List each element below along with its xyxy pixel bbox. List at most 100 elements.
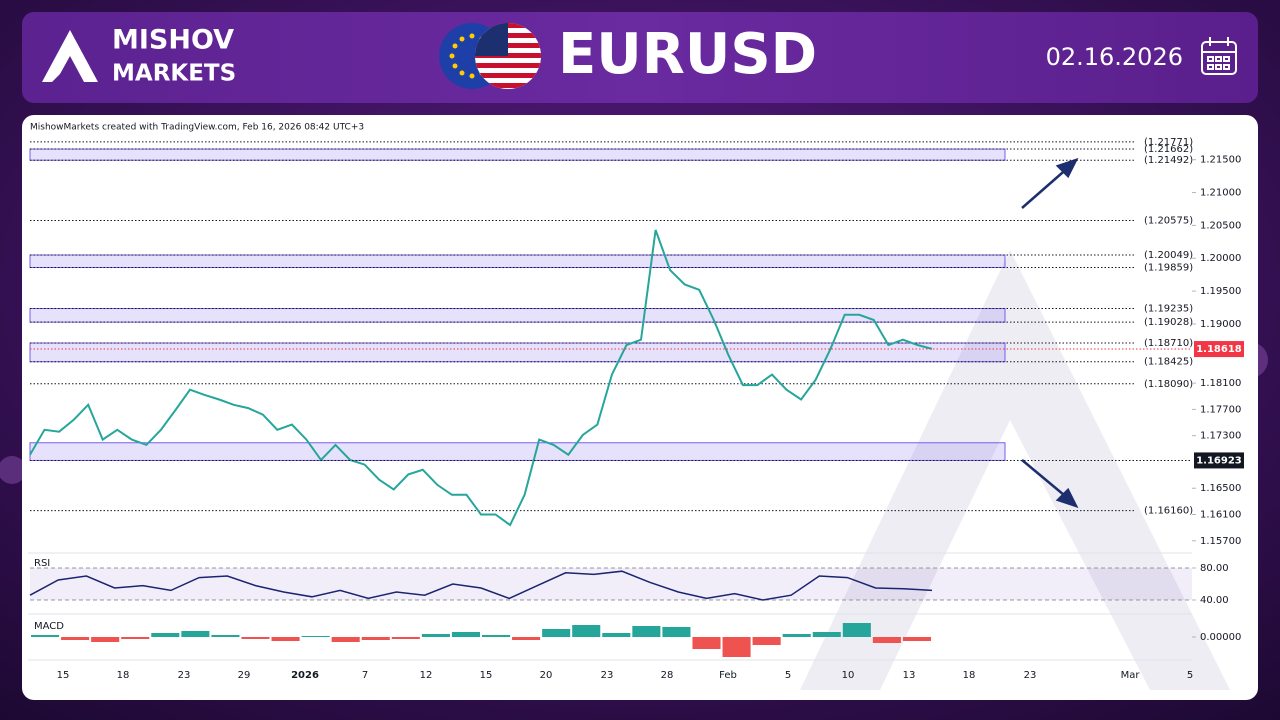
x-tick-label: 23: [178, 670, 191, 681]
x-tick-label: 5: [1187, 670, 1193, 681]
y-tick-label: 40.00: [1200, 595, 1229, 606]
y-tick-label: 1.19000: [1200, 319, 1241, 330]
macd-bar: [121, 637, 150, 639]
level-label: (1.21662): [1144, 144, 1193, 155]
y-tick-label: 1.17700: [1200, 404, 1241, 415]
level-label: (1.20575): [1144, 215, 1193, 226]
zone: [29, 342, 1006, 363]
macd-bar: [602, 633, 631, 637]
macd-bar: [31, 635, 60, 637]
macd-bar: [782, 634, 811, 637]
x-tick-label: 23: [601, 670, 614, 681]
y-tick-label: 1.17300: [1200, 431, 1241, 442]
macd-bar: [331, 637, 360, 642]
level-label: (1.21492): [1144, 155, 1193, 166]
arrow-down: [1021, 459, 1079, 509]
macd-bar: [181, 631, 210, 637]
macd-bar: [722, 637, 751, 657]
x-tick-label: 15: [57, 670, 70, 681]
level-label: (1.18090): [1144, 379, 1193, 390]
level-label: (1.16160): [1144, 506, 1193, 517]
macd-bar: [271, 637, 300, 641]
x-tick-label: 20: [540, 670, 553, 681]
pane-title: MACD: [34, 621, 64, 632]
price-tag: [1194, 452, 1244, 469]
us-flag: [475, 23, 541, 89]
brand: MARKETS: [112, 61, 236, 87]
x-tick-label: 18: [963, 670, 976, 681]
price-line: [29, 229, 933, 527]
macd-bar: [301, 636, 330, 637]
x-tick-label: 23: [1024, 670, 1037, 681]
macd-bar: [421, 634, 450, 637]
macd-bar: [512, 637, 541, 640]
macd-bar: [91, 637, 120, 642]
macd-bar: [542, 629, 571, 637]
y-tick-label: 1.21500: [1200, 155, 1241, 166]
macd-bar: [632, 626, 661, 637]
x-tick-label: 2026: [291, 670, 319, 681]
y-tick-label: 0.00000: [1200, 632, 1241, 643]
y-tick-label: 1.16500: [1200, 483, 1241, 494]
y-tick-label: 1.19500: [1200, 286, 1241, 297]
x-tick-label: 15: [480, 670, 493, 681]
macd-bar: [361, 637, 390, 640]
price-tag: [1194, 341, 1244, 358]
arrow-up: [1021, 157, 1079, 209]
level-label: (1.19859): [1144, 263, 1193, 274]
x-tick-label: Mar: [1121, 670, 1141, 681]
y-tick-label: 80.00: [1200, 563, 1229, 574]
y-tick-label: 1.20000: [1200, 253, 1241, 264]
x-tick-label: 10: [842, 670, 855, 681]
y-tick-label: 1.15700: [1200, 536, 1241, 547]
level-label: (1.18425): [1144, 357, 1193, 368]
calendar-icon: [1201, 37, 1237, 75]
zone: [29, 148, 1006, 161]
macd-bar: [61, 637, 90, 640]
x-tick-label: 12: [420, 670, 433, 681]
macd-bar: [572, 625, 601, 637]
macd-bar: [151, 633, 180, 637]
macd-bar: [391, 637, 420, 639]
x-tick-label: 18: [117, 670, 130, 681]
level-label: (1.19235): [1144, 304, 1193, 315]
macd-bar: [812, 632, 841, 637]
bokeh: [0, 456, 26, 484]
price-tag-label: 1.16923: [1196, 455, 1242, 466]
price-line: [29, 570, 933, 601]
y-tick-label: 1.20500: [1200, 220, 1241, 231]
attribution: MishowMarkets created with TradingView.c…: [30, 123, 364, 133]
x-tick-label: 13: [903, 670, 916, 681]
header-bar: [22, 12, 1258, 103]
chart-panel: [22, 115, 1258, 700]
x-tick-label: Feb: [719, 670, 737, 681]
macd-bar: [211, 635, 240, 637]
y-tick-label: 1.16100: [1200, 510, 1241, 521]
date: 02.16.2026: [1046, 43, 1183, 71]
macd-bar: [872, 637, 901, 643]
level-label: (1.18710): [1144, 338, 1193, 349]
level-label: (1.19028): [1144, 317, 1193, 328]
x-tick-label: 28: [661, 670, 674, 681]
brand: MISHOV: [112, 25, 234, 56]
symbol: EURUSD: [558, 22, 817, 87]
y-tick-label: 1.18100: [1200, 378, 1241, 389]
y-tick-label: 1.21000: [1200, 188, 1241, 199]
macd-bar: [451, 632, 480, 637]
x-tick-label: 29: [238, 670, 251, 681]
macd-bar: [752, 637, 781, 645]
macd-bar: [842, 623, 871, 637]
zone: [29, 442, 1006, 461]
watermark: [800, 250, 1230, 690]
logo: [42, 30, 98, 82]
level-label: (1.20049): [1144, 250, 1193, 261]
macd-bar: [902, 637, 931, 641]
macd-bar: [241, 637, 270, 639]
level-label: (1.21771): [1144, 137, 1193, 148]
x-tick-label: 7: [362, 670, 368, 681]
price-tag-label: 1.18618: [1196, 344, 1242, 355]
macd-bar: [482, 635, 511, 637]
x-tick-label: 5: [785, 670, 791, 681]
